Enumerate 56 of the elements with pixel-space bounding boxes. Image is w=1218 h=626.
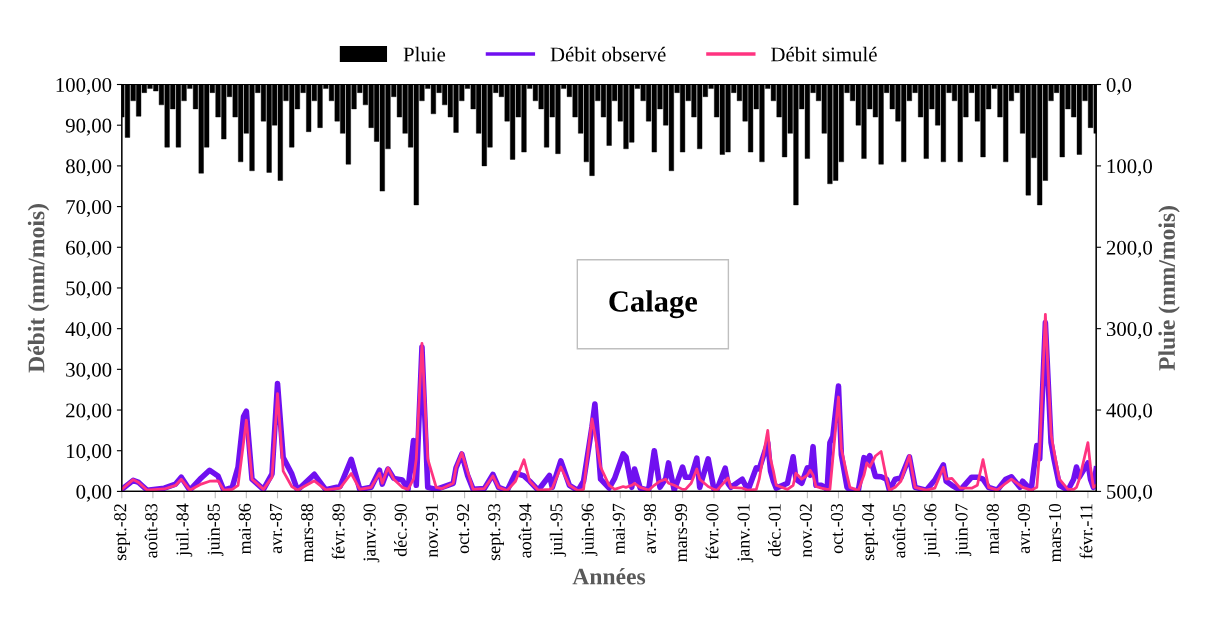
legend-label: Débit simulé <box>771 46 877 62</box>
y2-tick-label: 200,0 <box>1106 240 1152 258</box>
x-tick-label: mai-97 <box>612 503 625 554</box>
y-tick-label: 40,00 <box>65 322 112 340</box>
legend-label: Débit observé <box>550 46 666 62</box>
y-tick-label: 0,00 <box>76 484 112 502</box>
y-axis-title: Débit (mm/mois) <box>27 204 50 373</box>
x-tick-label: juil.-06 <box>923 503 941 557</box>
x-tick-label: févr.-00 <box>705 503 719 560</box>
x-tick-label: déc.-01 <box>768 504 781 557</box>
x-tick-label: oct.-92 <box>456 504 470 554</box>
x-tick-label: sept.-93 <box>488 503 504 561</box>
x-tick-label: mai-86 <box>238 503 251 554</box>
x-tick-label: juin-96 <box>581 503 598 556</box>
annotation: Calage <box>609 290 698 319</box>
y-tick-label: 80,00 <box>66 159 112 177</box>
x-tick-label: août-05 <box>892 503 906 558</box>
x-tick-label: janv.-90 <box>363 503 380 563</box>
y-tick-label: 50,00 <box>66 281 112 299</box>
x-tick-label: mai-08 <box>986 503 999 554</box>
x-axis-title: Années <box>572 567 646 585</box>
y2-axis-title: Pluie (mm/mois) <box>1158 206 1180 371</box>
x-tick-label: avr.-09 <box>1017 503 1031 554</box>
x-tick-label: juil.-84 <box>175 503 193 557</box>
x-tick-label: janv.-01 <box>737 504 754 563</box>
x-tick-label: nov.-02 <box>799 504 812 558</box>
x-tick-label: févr.-89 <box>331 503 345 560</box>
y2-tick-label: 400,0 <box>1106 403 1152 421</box>
x-tick-label: août-83 <box>144 503 158 558</box>
y2-tick-label: 100,0 <box>1107 159 1152 177</box>
x-tick-label: avr.-98 <box>643 503 657 554</box>
y-tick-label: 60,00 <box>66 240 112 258</box>
x-tick-label: oct.-03 <box>830 503 844 554</box>
y-tick-label: 20,00 <box>66 403 112 421</box>
x-tick-label: avr.-87 <box>269 503 283 554</box>
y-tick-label: 30,00 <box>66 362 112 380</box>
y-tick-label: 10,00 <box>67 444 112 462</box>
y2-tick-label: 0,0 <box>1106 77 1132 95</box>
x-tick-label: mars-10 <box>1048 503 1062 562</box>
y2-tick-label: 300,0 <box>1106 322 1152 340</box>
y2-tick-label: 500,0 <box>1107 484 1152 502</box>
legend-label: Pluie <box>403 46 446 62</box>
x-tick-label: mars-88 <box>301 503 314 562</box>
x-tick-label: juin-07 <box>955 503 972 556</box>
x-tick-label: nov.-91 <box>425 504 439 558</box>
y-tick-label: 70,00 <box>66 199 112 218</box>
x-tick-label: juin-85 <box>207 503 224 556</box>
y-tick-label: 100,00 <box>56 77 112 95</box>
x-tick-label: sept.-04 <box>862 503 878 561</box>
x-tick-label: déc.-90 <box>394 503 407 557</box>
x-tick-label: sept.-82 <box>114 504 130 561</box>
x-tick-label: juil.-95 <box>549 503 567 557</box>
y-tick-label: 90,00 <box>65 118 112 136</box>
x-tick-label: févr.-11 <box>1079 504 1093 559</box>
x-tick-label: mars-99 <box>674 503 688 562</box>
x-tick-label: août-94 <box>518 503 532 558</box>
